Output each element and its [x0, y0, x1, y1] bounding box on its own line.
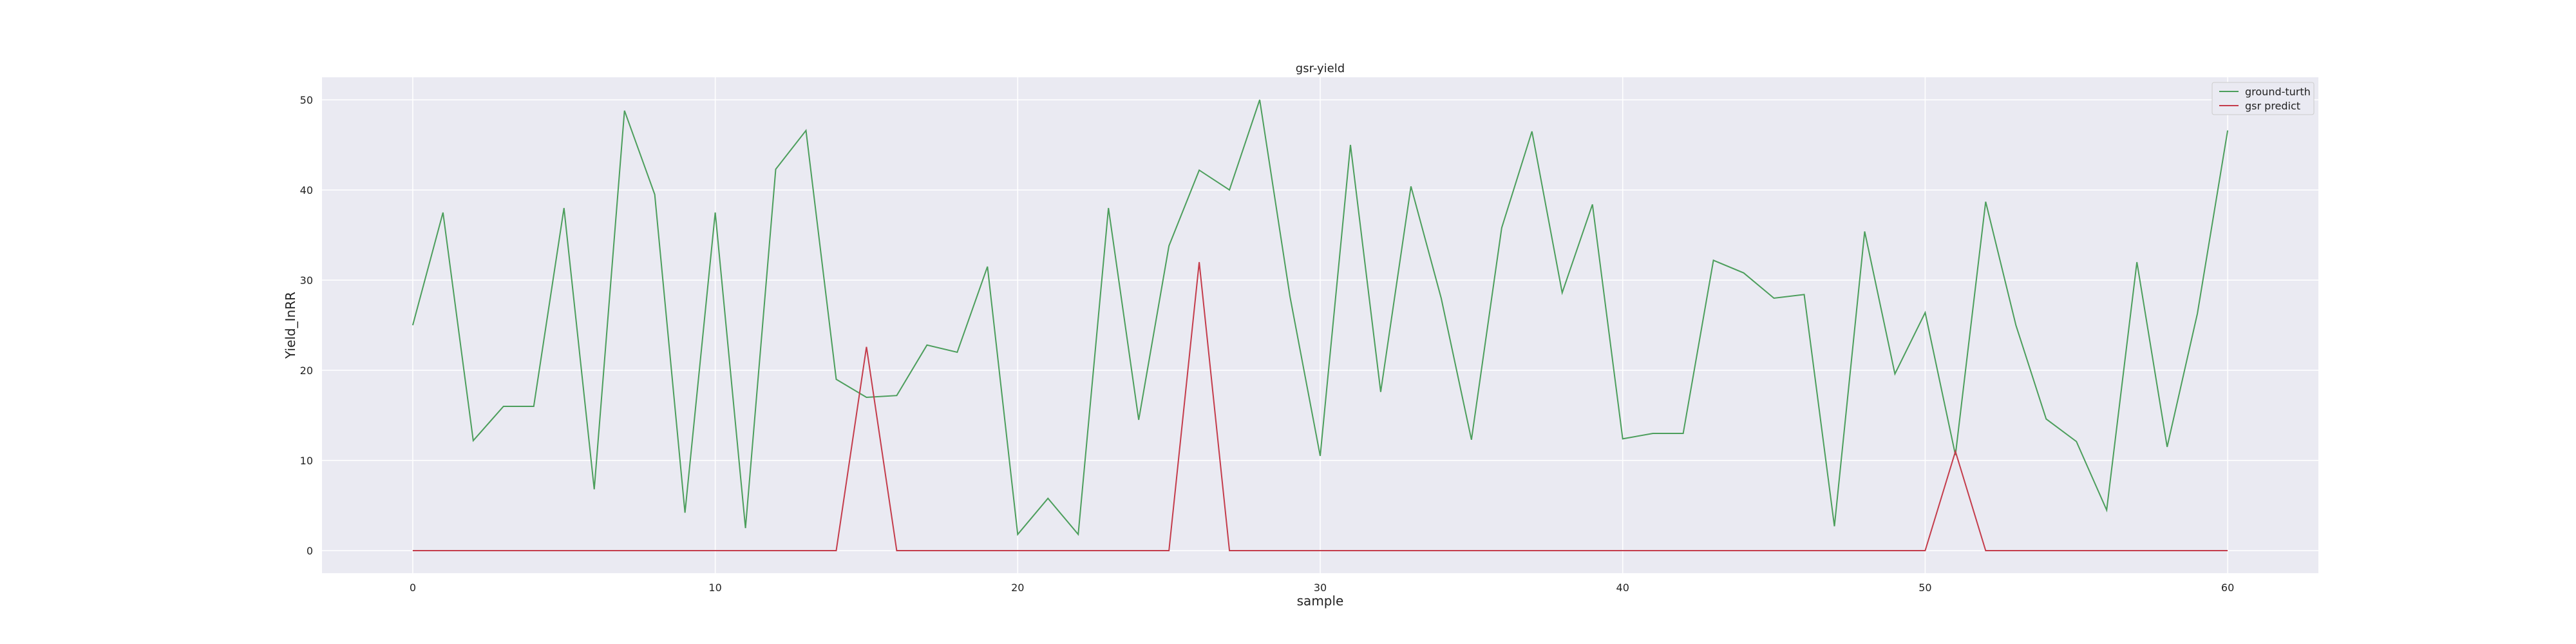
y-tick-label: 20 [300, 365, 313, 377]
x-tick-label: 0 [410, 582, 416, 594]
y-tick-label: 10 [300, 455, 313, 467]
y-tick-label: 30 [300, 274, 313, 287]
x-tick-label: 20 [1011, 582, 1024, 594]
series-lines [412, 99, 2229, 551]
axis-ticks: 0 10 20 30 40 50 60 0 10 20 30 40 50 [300, 94, 2235, 594]
series-line-ground-turth [412, 99, 2229, 536]
legend-box [2211, 82, 2315, 115]
x-tick-label: 10 [708, 582, 721, 594]
legend-label-gsr-predict: gsr predict [2245, 100, 2300, 112]
chart-title: gsr-yield [1296, 62, 1345, 75]
legend-label-ground-turth: ground-turth [2245, 86, 2311, 98]
y-axis-label: Yield_InRR [283, 292, 298, 359]
legend: ground-turth gsr predict [2211, 82, 2315, 115]
x-tick-label: 30 [1314, 582, 1327, 594]
x-axis-label: sample [1297, 593, 1344, 609]
x-tick-label: 50 [1918, 582, 1931, 594]
y-tick-label: 40 [300, 184, 313, 196]
x-tick-label: 60 [2221, 582, 2234, 594]
y-tick-label: 50 [300, 94, 313, 106]
y-tick-label: 0 [307, 545, 313, 557]
series-line-gsr-predict [412, 261, 2228, 551]
x-tick-label: 40 [1616, 582, 1629, 594]
